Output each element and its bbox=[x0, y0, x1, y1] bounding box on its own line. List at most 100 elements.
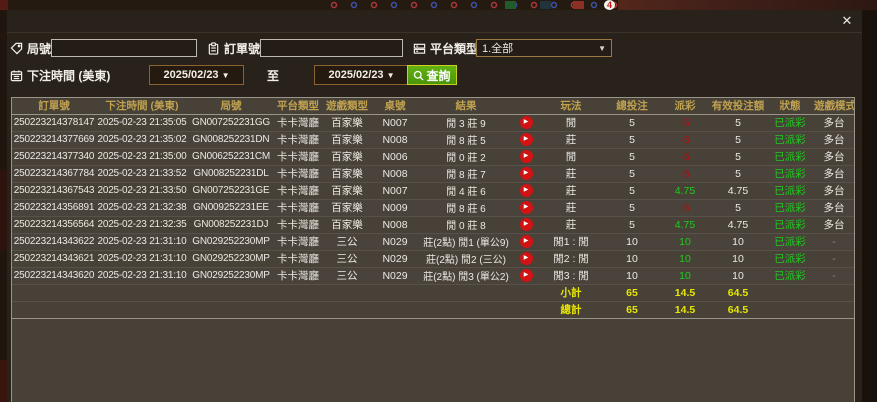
replay-play-icon[interactable]: ▶ bbox=[519, 167, 533, 180]
cell-play-method: 閒1 : 閒 bbox=[538, 233, 604, 251]
cell-table-no: N007 bbox=[372, 114, 418, 132]
cell-total-bet: 10 bbox=[604, 233, 660, 251]
date-to-picker[interactable]: 2025/02/23 ▼ bbox=[314, 65, 409, 85]
replay-play-icon[interactable]: ▶ bbox=[519, 252, 533, 265]
replay-play-icon[interactable]: ▶ bbox=[519, 133, 533, 146]
replay-play-icon[interactable]: ▶ bbox=[519, 235, 533, 248]
table-row: 250223214378147 2025-02-23 21:35:05 GN0072… bbox=[12, 114, 854, 132]
replay-play-icon[interactable]: ▶ bbox=[519, 201, 533, 214]
cell-status: 已派彩 bbox=[766, 114, 814, 132]
chevron-down-icon: ▼ bbox=[221, 70, 230, 80]
cell-status: 已派彩 bbox=[766, 148, 814, 166]
cell-order-id: 250223214356891 bbox=[12, 199, 96, 217]
cell-platform: 卡卡灣廳 bbox=[274, 182, 322, 200]
cell-order-id: 250223214367784 bbox=[12, 165, 96, 183]
replay-play-icon[interactable]: ▶ bbox=[519, 116, 533, 129]
empty-cell bbox=[12, 301, 96, 319]
cell-status: 已派彩 bbox=[766, 216, 814, 234]
date-to-value: 2025/02/23 bbox=[328, 69, 384, 81]
empty-cell bbox=[814, 284, 854, 302]
empty-cell bbox=[514, 284, 538, 302]
cell-platform: 卡卡灣廳 bbox=[274, 114, 322, 132]
order-number-label: 訂單號 bbox=[207, 40, 260, 56]
replay-play-icon[interactable]: ▶ bbox=[519, 269, 533, 282]
empty-cell bbox=[766, 284, 814, 302]
order-number-label-text: 訂單號 bbox=[224, 41, 261, 56]
cell-game-type: 百家樂 bbox=[322, 148, 372, 166]
subtotal-row-total-bet: 65 bbox=[604, 284, 660, 302]
cell-play-method: 莊 bbox=[538, 216, 604, 234]
background-left-red bbox=[0, 360, 7, 402]
close-icon[interactable]: ✕ bbox=[841, 13, 853, 28]
search-button[interactable]: 查詢 bbox=[407, 65, 457, 85]
empty-cell bbox=[372, 284, 418, 302]
date-from-picker[interactable]: 2025/02/23 ▼ bbox=[149, 65, 244, 85]
empty-cell bbox=[96, 284, 188, 302]
cell-payout: -5 bbox=[660, 131, 710, 149]
background-left-edge bbox=[0, 10, 7, 402]
cell-total-bet: 5 bbox=[604, 199, 660, 217]
column-header: 遊戲類型 bbox=[322, 98, 372, 115]
bet-time-label: 下注時間 (美東) bbox=[10, 67, 110, 83]
cell-valid-bet: 4.75 bbox=[710, 182, 766, 200]
cell-replay: ▶ bbox=[514, 250, 538, 268]
column-header: 桌號 bbox=[372, 98, 418, 115]
cell-total-bet: 5 bbox=[604, 165, 660, 183]
cell-order-id: 250223214343622 bbox=[12, 233, 96, 251]
replay-play-icon[interactable]: ▶ bbox=[519, 150, 533, 163]
platform-type-label: 平台類型 bbox=[413, 40, 478, 56]
cell-result: 閒 8 莊 6 bbox=[418, 199, 514, 217]
cell-round-id: GN029252230MP bbox=[188, 233, 274, 251]
order-number-input[interactable] bbox=[260, 39, 403, 57]
cell-game-type: 百家樂 bbox=[322, 199, 372, 217]
cell-play-method: 莊 bbox=[538, 199, 604, 217]
replay-play-icon[interactable]: ▶ bbox=[519, 184, 533, 197]
column-header: 結果 bbox=[418, 98, 514, 115]
cell-payout: -5 bbox=[660, 199, 710, 217]
platform-type-select[interactable]: 1.全部 ▼ bbox=[476, 39, 612, 57]
subtotal-row-valid-bet: 64.5 bbox=[710, 284, 766, 302]
cell-game-mode: - bbox=[814, 250, 854, 268]
chevron-down-icon: ▼ bbox=[386, 70, 395, 80]
cell-total-bet: 5 bbox=[604, 216, 660, 234]
cell-game-type: 百家樂 bbox=[322, 165, 372, 183]
column-header: 平台類型 bbox=[274, 98, 322, 115]
column-header: 下注時間 (美東) bbox=[96, 98, 188, 115]
cell-table-no: N009 bbox=[372, 199, 418, 217]
background-number-badge: 4 bbox=[604, 0, 615, 10]
round-number-input[interactable] bbox=[51, 39, 197, 57]
cell-table-no: N029 bbox=[372, 267, 418, 285]
cell-game-mode: 多台 bbox=[814, 165, 854, 183]
dialog-titlebar: ✕ bbox=[7, 10, 862, 33]
replay-play-icon[interactable]: ▶ bbox=[519, 218, 533, 231]
cell-bet-time: 2025-02-23 21:35:00 bbox=[96, 148, 188, 166]
cell-play-method: 閒 bbox=[538, 114, 604, 132]
cell-bet-time: 2025-02-23 21:32:35 bbox=[96, 216, 188, 234]
table-row: 250223214377340 2025-02-23 21:35:00 GN0062… bbox=[12, 148, 854, 166]
cell-order-id: 250223214367543 bbox=[12, 182, 96, 200]
platform-type-selected-value: 1.全部 bbox=[482, 43, 514, 55]
empty-cell bbox=[322, 284, 372, 302]
cell-table-no: N007 bbox=[372, 182, 418, 200]
table-row: 250223214367543 2025-02-23 21:33:50 GN0072… bbox=[12, 182, 854, 200]
background-glyph bbox=[505, 1, 516, 9]
calendar-icon bbox=[10, 69, 23, 81]
empty-cell bbox=[514, 301, 538, 319]
cell-game-type: 百家樂 bbox=[322, 182, 372, 200]
cell-result: 閒 0 莊 8 bbox=[418, 216, 514, 234]
round-number-label: 局號 bbox=[10, 40, 51, 56]
cell-bet-time: 2025-02-23 21:31:10 bbox=[96, 250, 188, 268]
column-header: 訂單號 bbox=[12, 98, 96, 115]
cell-game-mode: - bbox=[814, 233, 854, 251]
table-row: 250223214356564 2025-02-23 21:32:35 GN0082… bbox=[12, 216, 854, 234]
empty-cell bbox=[274, 301, 322, 319]
cell-order-id: 250223214343620 bbox=[12, 267, 96, 285]
empty-cell bbox=[12, 284, 96, 302]
empty-cell bbox=[96, 301, 188, 319]
cell-round-id: GN007252231GG bbox=[188, 114, 274, 132]
column-header: 遊戲模式 bbox=[814, 98, 854, 115]
table-row: 250223214356891 2025-02-23 21:32:38 GN0092… bbox=[12, 199, 854, 217]
cell-round-id: GN009252231EE bbox=[188, 199, 274, 217]
cell-platform: 卡卡灣廳 bbox=[274, 216, 322, 234]
cell-replay: ▶ bbox=[514, 148, 538, 166]
